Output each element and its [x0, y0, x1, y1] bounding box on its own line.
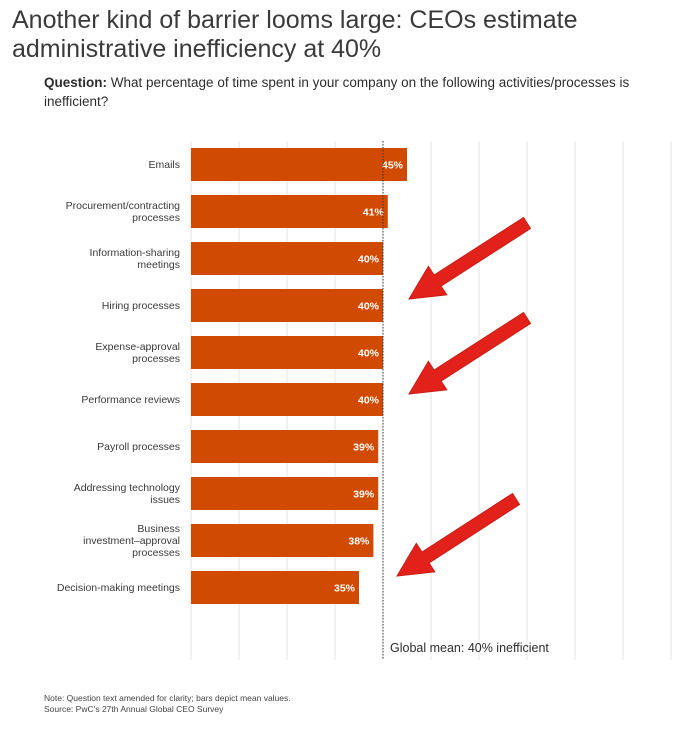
footnote-note: Note: Question text amended for clarity;… [44, 693, 291, 703]
title-line-1: Another kind of barrier looms large: CEO… [12, 6, 578, 34]
question-body: What percentage of time spent in your co… [44, 75, 630, 109]
bar-value-label: 39% [353, 442, 375, 454]
category-label: Business investment–approval processes [83, 523, 180, 559]
bar-value-label: 40% [358, 395, 380, 407]
category-label: Information-sharing meetings [90, 247, 181, 271]
bar-chart: 45% Emails 41% Procurement/contracting proce… [57, 141, 672, 660]
bar [191, 148, 407, 181]
question-label: Question: [44, 75, 107, 90]
footnote: Note: Question text amended for clarity;… [44, 693, 291, 715]
bar [191, 430, 379, 463]
category-label: Expense-approval processes [95, 341, 180, 365]
bar [191, 336, 383, 369]
red-arrow-icon [396, 492, 521, 577]
category-label: Emails [148, 159, 180, 171]
bar-value-label: 35% [334, 583, 356, 595]
bar-value-label: 45% [382, 160, 404, 172]
category-label: Addressing technology issues [74, 482, 181, 506]
bar-value-label: 40% [358, 348, 380, 360]
bar [191, 383, 383, 416]
title-line-2: administrative inefficiency at 40% [12, 35, 382, 63]
bar-value-label: 40% [358, 254, 380, 266]
bar [191, 242, 383, 275]
bars: 45% Emails 41% Procurement/contracting proce… [57, 148, 407, 604]
bar-value-label: 40% [358, 301, 380, 313]
chart-title: Another kind of barrier looms large: CEO… [12, 6, 692, 64]
category-label: Performance reviews [81, 394, 180, 406]
category-label: Hiring processes [102, 300, 180, 312]
bar [191, 289, 383, 322]
bar-value-label: 39% [353, 489, 375, 501]
category-label: Decision-making meetings [57, 582, 180, 594]
bar [191, 524, 374, 557]
footnote-source: Source: PwC’s 27th Annual Global CEO Sur… [44, 704, 224, 714]
annotation-arrows [396, 216, 532, 577]
question-text: Question: What percentage of time spent … [44, 73, 684, 111]
bar [191, 195, 388, 228]
category-label: Payroll processes [97, 441, 180, 453]
category-label: Procurement/contracting processes [66, 200, 181, 224]
bar [191, 477, 379, 510]
mean-reference: Global mean: 40% inefficient [382, 141, 549, 660]
red-arrow-icon [408, 311, 532, 395]
bar-value-label: 41% [363, 207, 385, 219]
bar-value-label: 38% [348, 536, 370, 548]
red-arrow-icon [408, 216, 532, 300]
mean-reference-label: Global mean: 40% inefficient [390, 641, 549, 655]
bar [191, 571, 359, 604]
